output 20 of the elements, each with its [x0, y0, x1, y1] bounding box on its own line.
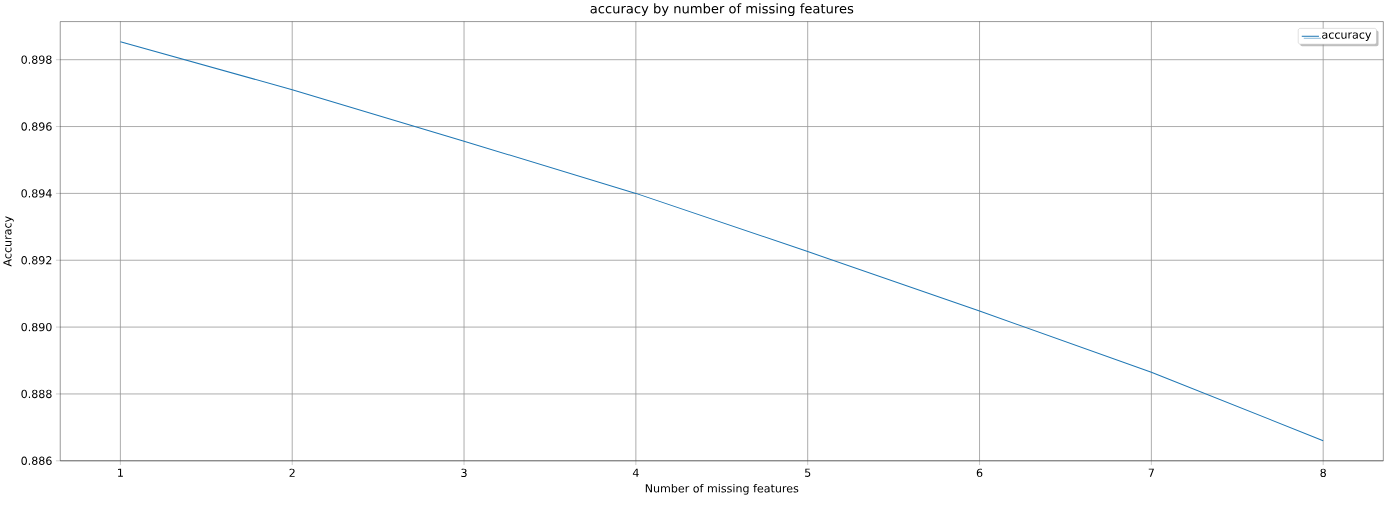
y-tick-label: 0.890: [21, 322, 52, 332]
y-tick-label: 0.898: [21, 55, 52, 64]
legend-label: accuracy: [1322, 32, 1372, 41]
y-tick-label: 0.896: [21, 122, 52, 131]
x-tick-label: 7: [1148, 468, 1154, 477]
x-tick-label: 2: [289, 468, 295, 477]
y-tick-label: 0.886: [21, 456, 52, 465]
x-tick-label: 8: [1320, 468, 1326, 477]
y-tick-label: 0.894: [21, 189, 52, 198]
x-tick-label: 6: [976, 468, 983, 477]
x-tick-label: 3: [461, 468, 467, 477]
x-tick-label: 4: [632, 468, 639, 477]
y-axis-title: Accuracy: [3, 216, 14, 267]
x-tick-label: 1: [118, 468, 123, 477]
line-series: [119, 41, 1324, 442]
y-tick-label: 0.892: [21, 255, 52, 265]
x-axis-title: Number of missing features: [645, 483, 799, 495]
y-tick-label: 0.888: [21, 389, 52, 399]
chart-title: accuracy by number of missing features: [590, 3, 854, 16]
x-tick-label: 5: [805, 468, 811, 477]
